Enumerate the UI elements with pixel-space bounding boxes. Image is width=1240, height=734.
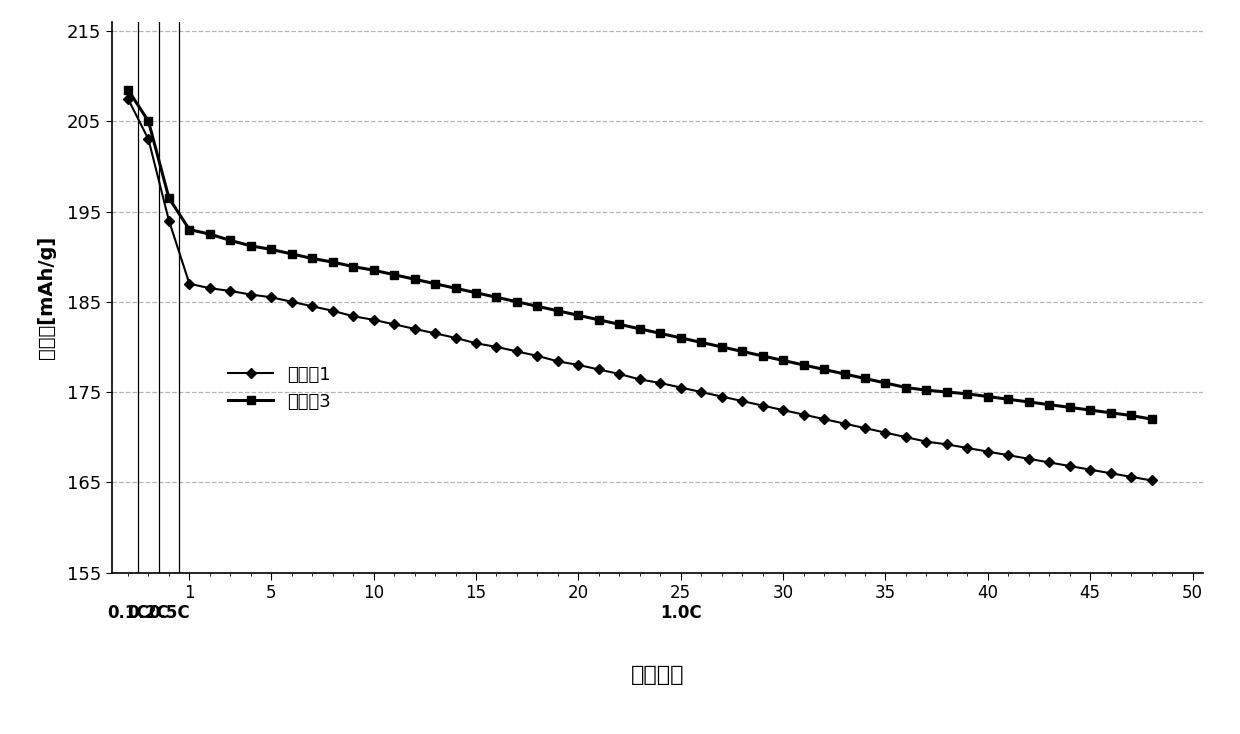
实施例3 (120, 85, 135, 94)
Text: 0.5C: 0.5C (148, 604, 190, 622)
对比例1 (796, 410, 811, 419)
对比例1 (428, 329, 443, 338)
Line: 实施例3: 实施例3 (124, 86, 1156, 423)
Text: 0.2C: 0.2C (128, 604, 170, 622)
实施例3 (448, 284, 463, 293)
实施例3 (858, 374, 873, 383)
对比例1 (858, 424, 873, 432)
实施例3 (1123, 411, 1138, 420)
对比例1 (1145, 476, 1159, 485)
Text: 0.1C: 0.1C (107, 604, 149, 622)
实施例3 (346, 262, 361, 271)
对比例1 (448, 333, 463, 342)
Legend: 对比例1, 实施例3: 对比例1, 实施例3 (221, 358, 339, 418)
对比例1 (1123, 473, 1138, 482)
实施例3 (428, 280, 443, 288)
Line: 对比例1: 对比例1 (124, 95, 1156, 484)
实施例3 (796, 360, 811, 369)
对比例1 (346, 312, 361, 321)
X-axis label: 循环次数: 循环次数 (630, 665, 684, 685)
对比例1 (120, 95, 135, 103)
Text: 1.0C: 1.0C (660, 604, 702, 622)
Y-axis label: 比容量[mAh/g]: 比容量[mAh/g] (37, 236, 56, 359)
实施例3 (1145, 415, 1159, 424)
